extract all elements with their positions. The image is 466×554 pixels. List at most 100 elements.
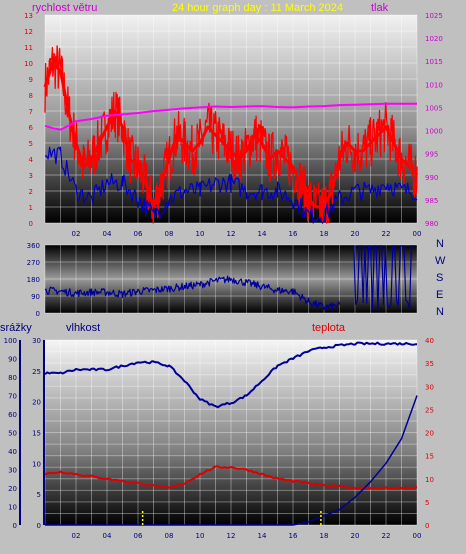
- pressure-series-line: [44, 102, 417, 131]
- pressure-tick-label: 1025: [425, 12, 443, 20]
- time-tick-label: 22: [382, 532, 391, 540]
- time-tick-label: 20: [351, 532, 360, 540]
- pressure-tick-label: 1020: [425, 35, 443, 43]
- direction-tick-label: 360: [27, 242, 40, 250]
- wind-speed-tick-label: 2: [29, 188, 33, 196]
- wind-speed-tick-label: 0: [29, 220, 33, 228]
- wind-average-series-line: [44, 146, 418, 224]
- temperature-tick-label: 25: [425, 406, 434, 414]
- wind-speed-tick-label: 4: [29, 156, 34, 164]
- pressure-label: tlak: [371, 2, 389, 14]
- wind-direction-series-line: [44, 275, 341, 311]
- direction-letter-w: W: [435, 255, 446, 267]
- time-tick-label: 18: [320, 532, 329, 540]
- time-tick-label: 06: [134, 532, 143, 540]
- temperature-tick-label: 40: [425, 337, 434, 345]
- wind-speed-tick-label: 7: [29, 108, 33, 116]
- wind-gust-series-line: [44, 45, 418, 224]
- wind-speed-tick-label: 3: [29, 172, 33, 180]
- direction-tick-label: 270: [27, 259, 40, 267]
- wind-speed-tick-label: 9: [29, 76, 33, 84]
- pressure-tick-label: 1010: [425, 81, 443, 89]
- direction-tick-label: 90: [31, 293, 40, 301]
- rain-axis-tick-label: 0: [13, 522, 17, 530]
- time-tick-label: 06: [134, 230, 143, 238]
- humidity-axis-tick-label: 5: [37, 491, 41, 499]
- wind-speed-tick-label: 1: [29, 204, 33, 212]
- rain-axis-tick-label: 70: [8, 393, 17, 401]
- time-tick-label: 12: [227, 230, 236, 238]
- pressure-tick-label: 980: [425, 220, 438, 228]
- temperature-tick-label: 35: [425, 360, 434, 368]
- time-tick-label: 10: [196, 532, 205, 540]
- chart-title: 24 hour graph day : 11 March 2024: [172, 2, 343, 14]
- wind-direction-oscillation-line: [351, 245, 416, 311]
- temperature-tick-label: 5: [425, 499, 429, 507]
- humidity-label: vlhkost: [66, 322, 100, 334]
- rain-axis-tick-label: 30: [8, 467, 17, 475]
- humidity-axis-tick-label: 15: [32, 430, 41, 438]
- time-tick-label: 20: [351, 230, 360, 238]
- wind-speed-tick-label: 5: [29, 140, 33, 148]
- pressure-tick-label: 1015: [425, 58, 443, 66]
- data-marks: [43, 45, 419, 526]
- direction-letter-s: S: [436, 272, 443, 284]
- time-tick-label: 12: [227, 532, 236, 540]
- time-tick-label: 18: [320, 230, 329, 238]
- time-tick-label: 02: [72, 532, 81, 540]
- humidity-series-line: [44, 341, 417, 409]
- time-tick-label: 16: [289, 230, 298, 238]
- wind-speed-tick-label: 6: [29, 124, 34, 132]
- direction-letter-e: E: [436, 289, 443, 301]
- pressure-tick-label: 1005: [425, 104, 443, 112]
- time-tick-label: 14: [258, 532, 267, 540]
- rain-axis-tick-label: 10: [8, 504, 17, 512]
- wind-speed-tick-label: 8: [29, 92, 33, 100]
- rain-series-line: [45, 395, 418, 526]
- temperature-label: teplota: [312, 322, 346, 334]
- time-tick-label: 08: [165, 532, 174, 540]
- temperature-tick-label: 20: [425, 430, 434, 438]
- rain-axis-tick-label: 100: [4, 337, 17, 345]
- time-tick-label: 08: [165, 230, 174, 238]
- rain-axis-tick-label: 50: [8, 430, 17, 438]
- time-tick-label: 00: [413, 230, 422, 238]
- temperature-tick-label: 10: [425, 476, 434, 484]
- time-tick-label: 14: [258, 230, 267, 238]
- temperature-tick-label: 30: [425, 383, 434, 391]
- direction-tick-label: 0: [36, 310, 40, 318]
- time-tick-label: 04: [103, 532, 112, 540]
- tick-labels: 0123456789101112139809859909951000100510…: [4, 12, 443, 540]
- pressure-tick-label: 995: [425, 151, 438, 159]
- temperature-tick-label: 15: [425, 453, 434, 461]
- wind-speed-tick-label: 10: [24, 60, 33, 68]
- wind-gust-trend-line: [43, 61, 419, 209]
- wind-speed-tick-label: 13: [24, 12, 33, 20]
- rain-axis-tick-label: 60: [8, 411, 17, 419]
- pressure-tick-label: 985: [425, 197, 438, 205]
- rain-axis-tick-label: 90: [8, 356, 17, 364]
- time-tick-label: 16: [289, 532, 298, 540]
- direction-letter-n-bottom: N: [436, 306, 444, 318]
- humidity-axis-tick-label: 20: [32, 399, 41, 407]
- humidity-axis-tick-label: 10: [32, 460, 41, 468]
- pressure-tick-label: 990: [425, 174, 438, 182]
- time-tick-label: 04: [103, 230, 112, 238]
- wind-speed-tick-label: 12: [24, 28, 33, 36]
- humidity-axis-tick-label: 0: [37, 522, 41, 530]
- time-tick-label: 22: [382, 230, 391, 238]
- humidity-axis-tick-label: 30: [32, 337, 41, 345]
- rain-axis-tick-label: 80: [8, 374, 17, 382]
- direction-letter-n-top: N: [436, 238, 444, 250]
- rain-axis-tick-label: 40: [8, 448, 17, 456]
- time-tick-label: 00: [413, 532, 422, 540]
- rain-label: srážky: [0, 322, 32, 334]
- wind-speed-label: rychlost větru: [32, 2, 97, 14]
- time-tick-label: 10: [196, 230, 205, 238]
- humidity-axis-tick-label: 25: [32, 368, 41, 376]
- rain-axis-tick-label: 20: [8, 485, 17, 493]
- direction-tick-label: 180: [27, 276, 40, 284]
- temperature-series-line: [44, 465, 418, 490]
